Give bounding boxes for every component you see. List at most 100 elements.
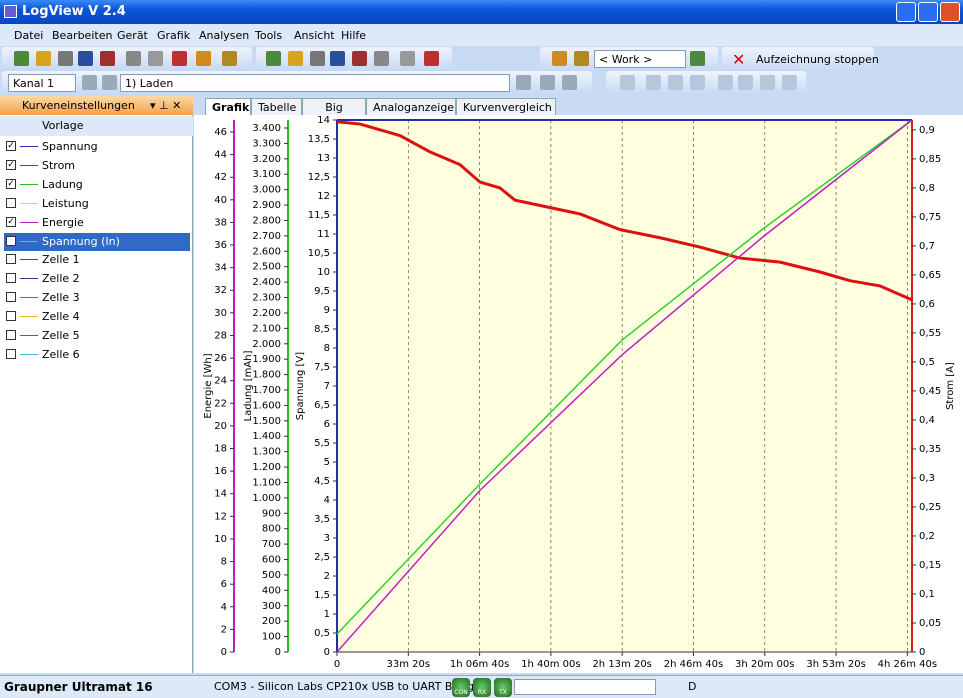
tab[interactable]: Grafik bbox=[205, 98, 251, 115]
title-bar: LogView V 2.4 bbox=[0, 0, 963, 24]
curve-item[interactable]: Zelle 1 bbox=[4, 251, 190, 269]
channel-combo[interactable]: Kanal 1 bbox=[8, 74, 76, 92]
toolbar-icon[interactable] bbox=[760, 75, 775, 90]
close-button[interactable] bbox=[940, 2, 960, 22]
curve-item[interactable]: Strom ✓ bbox=[4, 157, 190, 175]
toolbar-icon[interactable] bbox=[222, 51, 237, 66]
toolbar-icon[interactable] bbox=[424, 51, 439, 66]
curve-item[interactable]: Zelle 3 bbox=[4, 289, 190, 307]
toolbar-icon[interactable] bbox=[78, 51, 93, 66]
curve-name: Ladung bbox=[42, 177, 83, 191]
curve-item[interactable]: Zelle 6 bbox=[4, 346, 190, 364]
toolbar-icon[interactable] bbox=[374, 51, 389, 66]
toolbar-icon[interactable] bbox=[58, 51, 73, 66]
y-tick-label: 2.600 bbox=[252, 246, 281, 257]
curve-item[interactable]: Ladung ✓ bbox=[4, 176, 190, 194]
y-tick-label: 38 bbox=[214, 217, 227, 228]
toolbar-icon[interactable] bbox=[400, 51, 415, 66]
toolbar-icon[interactable] bbox=[14, 51, 29, 66]
y-tick-label: 40 bbox=[214, 195, 227, 206]
menu-item[interactable]: Gerät bbox=[117, 29, 148, 42]
toolbar-icon[interactable] bbox=[738, 75, 753, 90]
curve-checkbox[interactable] bbox=[6, 348, 16, 359]
curve-checkbox[interactable] bbox=[6, 311, 16, 322]
stop-button[interactable]: Aufzeichnung stoppen bbox=[756, 53, 879, 66]
toolbar-icon[interactable] bbox=[310, 51, 325, 66]
toolbar-icon[interactable] bbox=[690, 51, 705, 66]
menu-item[interactable]: Grafik bbox=[157, 29, 191, 42]
toolbar-icon[interactable] bbox=[172, 51, 187, 66]
curve-name: Spannung bbox=[42, 140, 98, 153]
toolbar-icon[interactable] bbox=[196, 51, 211, 66]
curve-checkbox[interactable] bbox=[6, 235, 16, 246]
curve-item[interactable]: Zelle 4 bbox=[4, 308, 190, 326]
curve-checkbox[interactable] bbox=[6, 197, 16, 208]
menu-item[interactable]: Datei bbox=[14, 29, 44, 42]
y-tick-label: 22 bbox=[214, 398, 227, 409]
toolbar-icon[interactable] bbox=[126, 51, 141, 66]
curve-name: Zelle 5 bbox=[42, 329, 80, 342]
curve-checkbox[interactable]: ✓ bbox=[6, 141, 16, 151]
x-tick-label: 3h 53m 20s bbox=[806, 659, 865, 670]
toolbar-icon[interactable] bbox=[540, 75, 555, 90]
toolbar-icon[interactable] bbox=[718, 75, 733, 90]
menu-item[interactable]: Bearbeiten bbox=[52, 29, 113, 42]
mode-indicator: D bbox=[688, 680, 697, 693]
curve-item[interactable]: Spannung (In) bbox=[4, 232, 190, 251]
tab[interactable]: Tabelle bbox=[251, 98, 302, 115]
curve-item[interactable]: Spannung ✓ bbox=[4, 138, 190, 156]
menu-item[interactable]: Tools bbox=[255, 29, 283, 42]
toolbar-icon[interactable] bbox=[330, 51, 345, 66]
x-tick-label: 4h 26m 40s bbox=[878, 659, 937, 670]
status-led: CON bbox=[452, 678, 470, 697]
data-line bbox=[336, 119, 913, 653]
toolbar-icon[interactable] bbox=[552, 51, 567, 66]
work-combo[interactable]: < Work > bbox=[594, 50, 686, 68]
curve-checkbox[interactable]: ✓ bbox=[6, 178, 16, 189]
toolbar-icon[interactable] bbox=[690, 75, 705, 90]
toolbar-icon[interactable] bbox=[782, 75, 797, 90]
y-tick-label: 2.400 bbox=[252, 277, 281, 288]
toolbar-icon[interactable] bbox=[82, 75, 97, 90]
toolbar-icon[interactable] bbox=[148, 51, 163, 66]
curve-checkbox[interactable]: ✓ bbox=[6, 159, 16, 170]
curve-checkbox[interactable]: ✓ bbox=[6, 216, 16, 227]
tab[interactable]: Kurvenvergleich bbox=[456, 98, 556, 115]
toolbar-icon[interactable] bbox=[102, 75, 117, 90]
toolbar-icon[interactable] bbox=[646, 75, 661, 90]
curve-item[interactable]: Zelle 5 bbox=[4, 327, 190, 345]
tab[interactable]: Big Letter bbox=[302, 98, 366, 127]
x-tick-label: 33m 20s bbox=[386, 659, 430, 670]
curve-panel: Kurveneinstellungen ▾ ⊥ ✕ Vorlage Spannun… bbox=[0, 96, 193, 673]
toolbar-icon[interactable] bbox=[288, 51, 303, 66]
curve-checkbox[interactable] bbox=[6, 273, 16, 284]
minimize-button[interactable] bbox=[896, 2, 916, 22]
menu-item[interactable]: Analysen bbox=[199, 29, 250, 42]
toolbar-icon[interactable] bbox=[100, 51, 115, 66]
toolbar-icon[interactable] bbox=[574, 51, 589, 66]
toolbar-icon[interactable] bbox=[516, 75, 531, 90]
toolbar-icon[interactable] bbox=[620, 75, 635, 90]
toolbar-icon[interactable] bbox=[266, 51, 281, 66]
curve-checkbox[interactable] bbox=[6, 330, 16, 340]
curve-item[interactable]: Leistung bbox=[4, 195, 190, 213]
y-tick-label: 6 bbox=[221, 579, 227, 590]
axis-title: Energie [Wh] bbox=[203, 353, 214, 418]
toolbar-icon[interactable] bbox=[352, 51, 367, 66]
toolbar-icon[interactable] bbox=[36, 51, 51, 66]
menu-item[interactable]: Hilfe bbox=[341, 29, 367, 42]
program-combo[interactable]: 1) Laden bbox=[120, 74, 510, 92]
menu-item[interactable]: Ansicht bbox=[294, 29, 335, 42]
template-button[interactable]: Vorlage bbox=[42, 119, 84, 132]
panel-title: Kurveneinstellungen bbox=[22, 99, 135, 112]
curve-item[interactable]: Energie ✓ bbox=[4, 214, 190, 232]
toolbar-icon[interactable] bbox=[562, 75, 577, 90]
curve-item[interactable]: Zelle 2 bbox=[4, 270, 190, 288]
curve-checkbox[interactable] bbox=[6, 254, 16, 265]
maximize-button[interactable] bbox=[918, 2, 938, 22]
toolbar-icon[interactable] bbox=[668, 75, 683, 90]
tab[interactable]: Analoganzeige bbox=[366, 98, 456, 115]
y-tick-label: 700 bbox=[262, 539, 281, 550]
work-label: < Work > bbox=[599, 53, 653, 66]
curve-checkbox[interactable] bbox=[6, 292, 16, 303]
